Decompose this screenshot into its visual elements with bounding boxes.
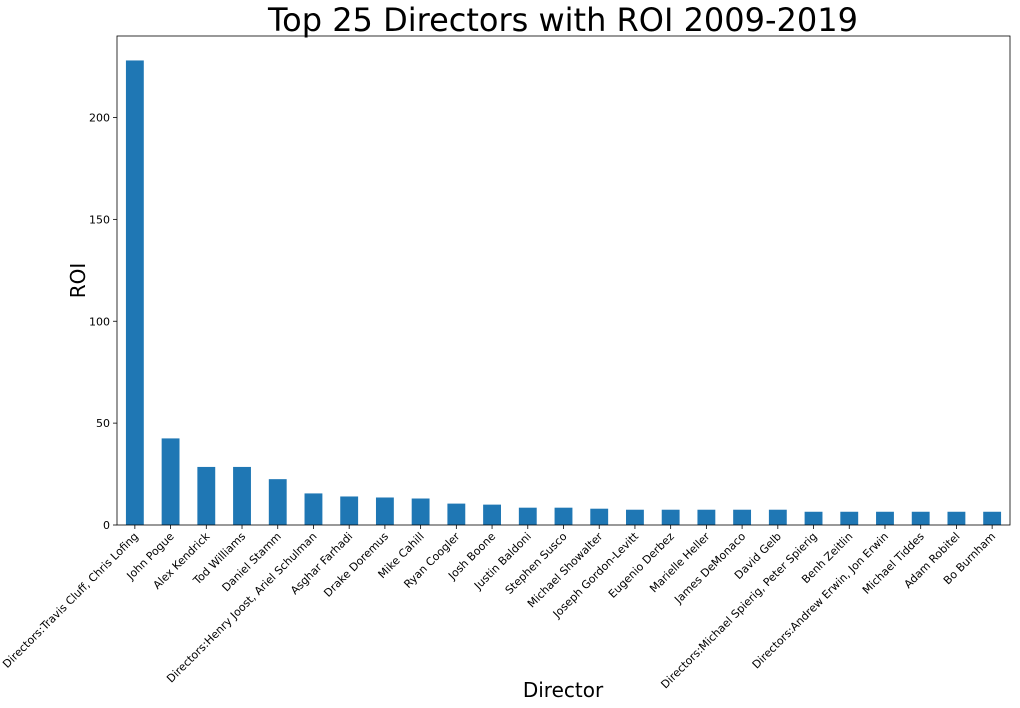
y-axis: 0 50 100 150 200 bbox=[89, 112, 117, 532]
bar-20 bbox=[840, 511, 859, 525]
bar-23 bbox=[947, 511, 966, 525]
bar-10 bbox=[483, 504, 501, 525]
bar-24 bbox=[983, 511, 1002, 525]
bar-8 bbox=[411, 498, 430, 525]
x-axis-title: Director bbox=[523, 678, 604, 702]
x-tick-label-15: Eugenio Derbez bbox=[606, 530, 677, 601]
chart-title: Top 25 Directors with ROI 2009-2019 bbox=[267, 1, 858, 39]
bar-16 bbox=[697, 509, 716, 525]
bar-11 bbox=[518, 507, 537, 525]
plot-frame bbox=[116, 35, 1011, 526]
x-tick-label-12: Stephen Susco bbox=[503, 530, 570, 597]
bar-5 bbox=[304, 493, 323, 525]
x-tick-label-0: Directors:Travis Cluff, Chris Lofing bbox=[0, 530, 141, 671]
bar-2 bbox=[197, 466, 216, 525]
y-tick-label-1: 50 bbox=[96, 417, 110, 430]
y-axis-title: ROI bbox=[66, 263, 90, 299]
bar-13 bbox=[590, 508, 609, 525]
bar-6 bbox=[340, 496, 359, 525]
bar-4 bbox=[268, 479, 287, 525]
bars-group bbox=[125, 60, 1002, 525]
x-axis: Directors:Travis Cluff, Chris LofingJohn… bbox=[0, 525, 998, 691]
bar-15 bbox=[661, 509, 680, 525]
bar-3 bbox=[233, 466, 251, 525]
y-tick-label-3: 150 bbox=[89, 213, 110, 226]
y-tick-label-0: 0 bbox=[103, 519, 110, 532]
bar-12 bbox=[554, 507, 573, 525]
bar-19 bbox=[804, 511, 823, 525]
y-tick-label-4: 200 bbox=[89, 112, 110, 125]
y-tick-label-2: 100 bbox=[89, 315, 110, 328]
bar-14 bbox=[626, 509, 644, 525]
bar-17 bbox=[733, 509, 752, 525]
bar-1 bbox=[161, 438, 180, 525]
x-tick-label-22: Michael Tiddes bbox=[860, 530, 927, 597]
bar-18 bbox=[768, 509, 787, 525]
bar-9 bbox=[447, 503, 466, 525]
bar-7 bbox=[375, 497, 394, 525]
x-tick-label-7: Drake Doremus bbox=[321, 530, 391, 600]
bar-0 bbox=[125, 60, 144, 525]
bar-21 bbox=[876, 511, 894, 525]
x-tick-label-6: Asghar Farhadi bbox=[288, 530, 355, 597]
bar-22 bbox=[911, 511, 930, 525]
